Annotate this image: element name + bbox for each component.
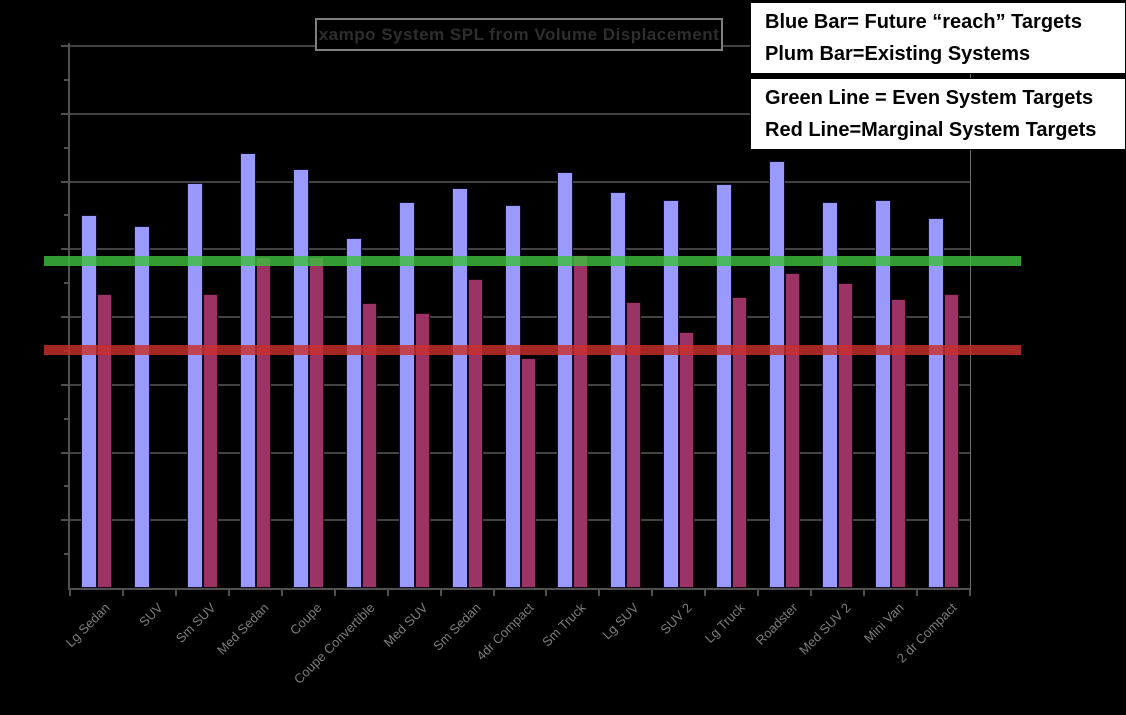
chart-title-box: xampo System SPL from Volume Displacemen… — [315, 18, 723, 51]
x-axis-tick — [227, 590, 230, 596]
bar-existing-system — [838, 282, 854, 588]
bar-future-reach-target — [81, 215, 97, 588]
x-axis-tick — [492, 590, 495, 596]
y-axis-major-tick — [61, 112, 69, 115]
gridline — [70, 112, 970, 115]
bar-existing-system — [202, 294, 218, 588]
x-axis-category-label: Sm Truck — [539, 600, 590, 650]
legend-box-lines: Green Line = Even System Targets Red Lin… — [750, 78, 1126, 150]
x-axis-category-label: Lg Sedan — [62, 600, 113, 650]
x-axis-line — [68, 588, 971, 590]
x-axis-tick — [386, 590, 389, 596]
x-axis-category-label: Coupe — [286, 600, 325, 638]
x-axis-tick — [916, 590, 919, 596]
bar-future-reach-target — [239, 152, 256, 588]
y-axis-minor-tick — [64, 485, 69, 488]
legend-blue-bar-label: Blue Bar= Future “reach” Targets — [765, 11, 1082, 33]
bar-existing-system — [573, 255, 589, 588]
bar-existing-system — [255, 256, 271, 588]
x-axis-tick — [863, 590, 866, 596]
bar-future-reach-target — [822, 202, 839, 588]
y-axis-major-tick — [61, 45, 69, 47]
x-axis-category-label: Lg SUV — [599, 600, 643, 643]
x-axis-category-label: Mini Van — [861, 600, 907, 646]
x-axis-category-label: Med SUV 2 — [796, 600, 854, 658]
y-axis-minor-tick — [64, 78, 69, 81]
bar-future-reach-target — [716, 184, 733, 588]
x-axis-tick — [757, 590, 760, 596]
x-axis-tick — [280, 590, 283, 596]
bar-future-reach-target — [875, 199, 892, 588]
bar-existing-system — [361, 302, 377, 588]
bar-future-reach-target — [133, 225, 150, 588]
bar-future-reach-target — [186, 183, 203, 588]
x-axis-tick — [598, 590, 601, 596]
y-axis-major-tick — [61, 180, 69, 183]
x-axis-category-label: Sm Sedan — [429, 600, 484, 654]
gridline — [70, 180, 970, 183]
bar-future-reach-target — [292, 169, 309, 588]
x-axis-tick — [651, 590, 654, 596]
reference-line-even — [44, 256, 1021, 267]
bar-future-reach-target — [345, 237, 362, 588]
bar-future-reach-target — [557, 171, 574, 588]
bar-existing-system — [732, 296, 748, 588]
x-axis-tick — [174, 590, 177, 596]
x-axis-tick — [704, 590, 707, 596]
plot-area: Lg Sedan SUV Sm SUV Med Sedan Coupe Coupe Con… — [44, 43, 1021, 687]
bar-future-reach-target — [663, 199, 680, 588]
bar-existing-system — [520, 358, 536, 588]
bar-future-reach-target — [928, 217, 945, 588]
x-axis-category-label: Lg Truck — [702, 600, 748, 646]
bar-existing-system — [308, 256, 324, 588]
x-axis-category-label: Roadster — [752, 600, 801, 648]
x-axis-tick — [69, 590, 71, 596]
x-axis-category-label: Med SUV — [380, 600, 431, 650]
x-axis-tick — [439, 590, 442, 596]
legend-plum-bar-label: Plum Bar=Existing Systems — [765, 43, 1031, 65]
x-axis-category-label: SUV — [136, 600, 166, 630]
x-axis-tick — [121, 590, 124, 596]
x-axis-tick — [969, 590, 971, 596]
y-axis-major-tick — [61, 316, 69, 318]
bar-future-reach-target — [451, 188, 468, 588]
bar-existing-system — [785, 273, 801, 588]
x-axis-tick — [545, 590, 548, 596]
bar-existing-system — [944, 294, 960, 588]
bar-existing-system — [626, 301, 642, 588]
x-axis-tick — [810, 590, 813, 596]
bar-existing-system — [414, 313, 430, 588]
bar-existing-system — [679, 332, 695, 588]
reference-line-marginal — [44, 345, 1021, 356]
chart-title: xampo System SPL from Volume Displacemen… — [318, 25, 720, 44]
legend-box-bars: Blue Bar= Future “reach” Targets Plum Ba… — [750, 2, 1126, 74]
y-axis-minor-tick — [64, 214, 69, 217]
y-axis-line — [68, 43, 70, 590]
bar-future-reach-target — [504, 204, 521, 588]
y-axis-major-tick — [61, 248, 69, 251]
bar-existing-system — [891, 299, 907, 588]
bar-future-reach-target — [610, 191, 627, 588]
x-axis-category-label: SUV 2 — [657, 600, 695, 638]
y-axis-minor-tick — [64, 417, 69, 420]
x-axis-category-label: Sm SUV — [172, 600, 219, 646]
y-axis-major-tick — [61, 519, 69, 522]
plot-right-border — [970, 43, 971, 590]
y-axis-minor-tick — [64, 146, 69, 149]
bar-future-reach-target — [769, 160, 786, 588]
bar-existing-system — [467, 279, 483, 588]
y-axis-minor-tick — [64, 282, 69, 285]
x-axis-tick — [333, 590, 336, 596]
y-axis-major-tick — [61, 383, 69, 386]
y-axis-minor-tick — [64, 553, 69, 556]
legend-red-line-label: Red Line=Marginal System Targets — [765, 119, 1097, 141]
bar-existing-system — [97, 294, 112, 588]
legend-green-line-label: Green Line = Even System Targets — [765, 87, 1094, 109]
bar-future-reach-target — [398, 202, 415, 588]
x-axis-category-label: Med Sedan — [213, 600, 272, 658]
y-axis-major-tick — [61, 451, 69, 454]
